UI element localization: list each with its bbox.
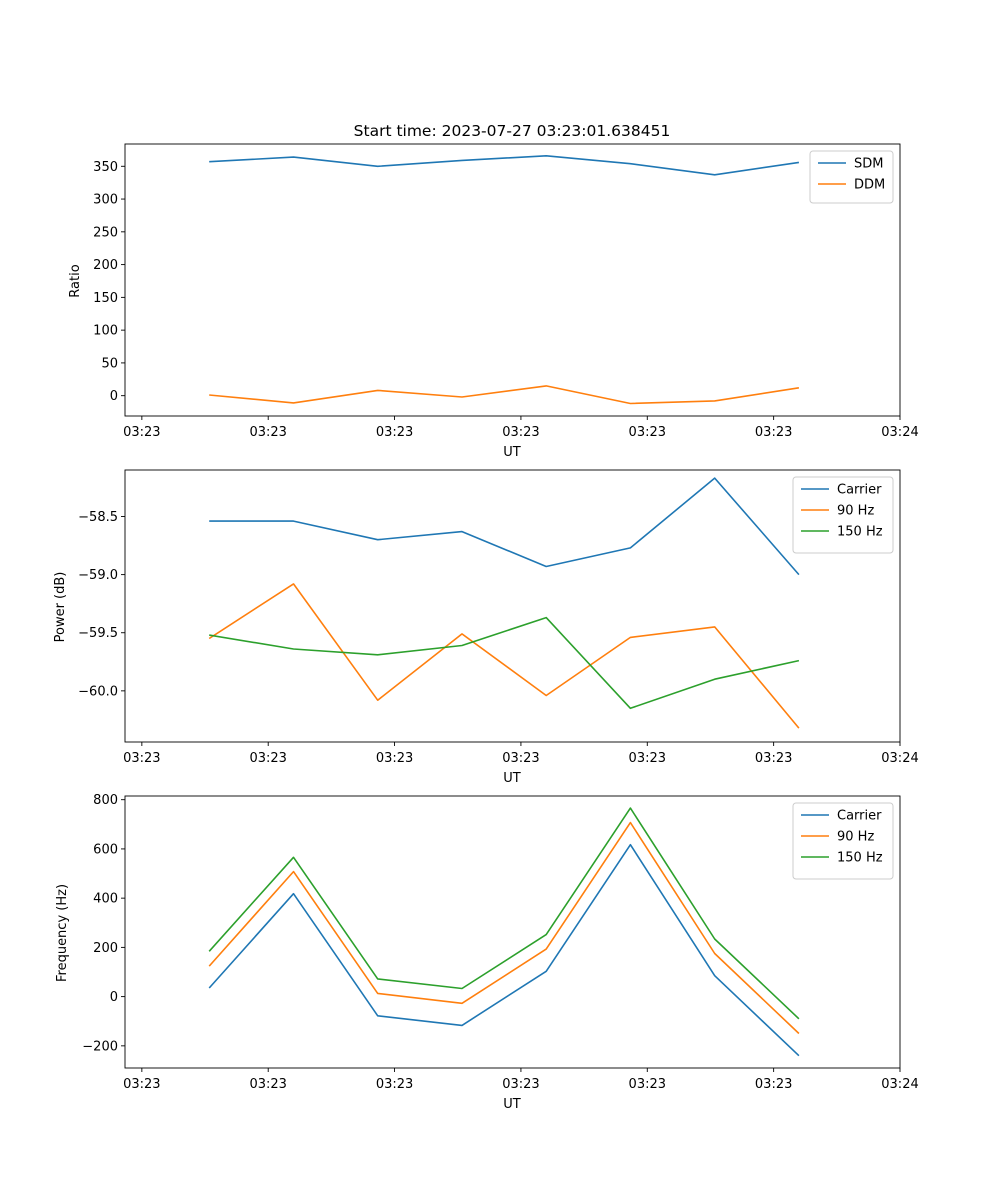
legend-box <box>792 476 894 554</box>
x-tick-label: 03:23 <box>123 751 160 766</box>
y-tick-label: 300 <box>93 193 118 208</box>
legend: Carrier 90 Hz 150 Hz <box>792 802 894 880</box>
x-tick-label: 03:23 <box>376 751 413 766</box>
legend-label: 90 Hz <box>837 504 874 519</box>
legend-label: 150 Hz <box>837 525 883 540</box>
series-line-sdm <box>209 155 800 176</box>
y-tick-label: 0 <box>110 389 118 404</box>
ratio-plot-area: 03:23 03:23 03:23 03:23 03:23 03:23 03:24 0 50 10… <box>93 143 919 440</box>
y-tick-label: 250 <box>93 225 118 240</box>
legend-box <box>792 802 894 880</box>
y-tick-label: −58.5 <box>78 510 118 525</box>
power-panel: 03:23 03:23 03:23 03:23 03:23 03:23 03:24 −60.0… <box>53 469 919 786</box>
series-line-150-hz <box>208 807 800 1020</box>
legend-label: 150 Hz <box>837 851 883 866</box>
y-tick-label: 50 <box>101 356 118 371</box>
x-tick-label: 03:23 <box>249 1077 286 1092</box>
y-tick-label: 200 <box>93 941 118 956</box>
x-tick-label: 03:23 <box>502 425 539 440</box>
axes-frame <box>124 795 901 1069</box>
y-tick-label: −59.5 <box>78 626 118 641</box>
y-axis-label: Ratio <box>68 264 83 297</box>
x-tick-label: 03:23 <box>502 1077 539 1092</box>
x-tick-label: 03:23 <box>249 751 286 766</box>
y-axis-label: Frequency (Hz) <box>55 884 70 982</box>
x-tick-label: 03:23 <box>502 751 539 766</box>
x-tick-label: 03:23 <box>249 425 286 440</box>
legend-label: 90 Hz <box>837 830 874 845</box>
x-tick-label: 03:23 <box>755 751 792 766</box>
series-line-carrier <box>208 843 800 1057</box>
y-tick-label: 350 <box>93 160 118 175</box>
legend: Carrier 90 Hz 150 Hz <box>792 476 894 554</box>
x-tick-label: 03:23 <box>629 425 666 440</box>
legend-label: Carrier <box>837 809 882 824</box>
y-tick-label: 0 <box>110 990 118 1005</box>
x-tick-label: 03:23 <box>755 1077 792 1092</box>
x-tick-label: 03:24 <box>881 425 918 440</box>
x-tick-label: 03:24 <box>881 1077 918 1092</box>
x-tick-label: 03:23 <box>629 751 666 766</box>
y-tick-label: 150 <box>93 291 118 306</box>
legend-box <box>809 150 894 204</box>
series-line-carrier <box>209 477 800 576</box>
y-tick-label: −200 <box>82 1039 118 1054</box>
x-tick-label: 03:23 <box>123 1077 160 1092</box>
x-axis-label: UT <box>503 445 521 460</box>
x-tick-label: 03:23 <box>629 1077 666 1092</box>
legend: SDM DDM <box>809 150 894 204</box>
y-tick-label: 100 <box>93 324 118 339</box>
series-line-150-hz <box>209 616 800 710</box>
frequency-panel: 03:23 03:23 03:23 03:23 03:23 03:23 03:24 −200 0… <box>55 793 919 1112</box>
ratio-panel: Start time: 2023-07-27 03:23:01.638451 0… <box>68 122 919 460</box>
legend-label: SDM <box>854 157 883 172</box>
x-tick-label: 03:23 <box>376 1077 413 1092</box>
y-tick-label: 200 <box>93 258 118 273</box>
x-tick-label: 03:23 <box>755 425 792 440</box>
axes-frame <box>124 469 901 743</box>
x-tick-label: 03:24 <box>881 751 918 766</box>
x-axis-label: UT <box>503 771 521 786</box>
y-axis-label: Power (dB) <box>53 572 68 643</box>
y-tick-label: 400 <box>93 892 118 907</box>
axes-frame <box>124 143 901 417</box>
x-tick-label: 03:23 <box>376 425 413 440</box>
y-tick-label: −60.0 <box>78 684 118 699</box>
x-tick-label: 03:23 <box>123 425 160 440</box>
y-tick-label: 600 <box>93 842 118 857</box>
frequency-plot-area: 03:23 03:23 03:23 03:23 03:23 03:23 03:24 −200 0… <box>82 793 918 1092</box>
legend-label: DDM <box>854 178 885 193</box>
y-tick-label: −59.0 <box>78 568 118 583</box>
power-plot-area: 03:23 03:23 03:23 03:23 03:23 03:23 03:24 −60.0… <box>78 469 919 766</box>
series-line-ddm <box>209 385 800 405</box>
series-line-90-hz <box>208 821 800 1035</box>
series-line-90-hz <box>208 583 800 729</box>
x-axis-label: UT <box>503 1097 521 1112</box>
chart-title: Start time: 2023-07-27 03:23:01.638451 <box>354 122 671 140</box>
legend-label: Carrier <box>837 483 882 498</box>
y-tick-label: 800 <box>93 793 118 808</box>
